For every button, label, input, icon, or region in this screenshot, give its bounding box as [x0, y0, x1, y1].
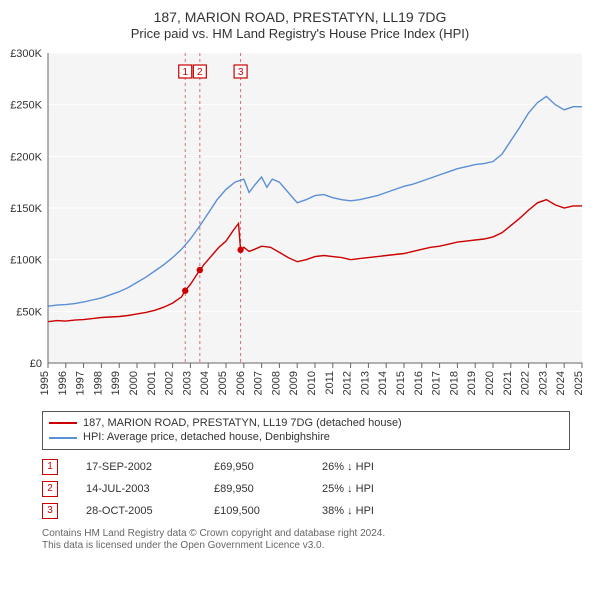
chart-title: 187, MARION ROAD, PRESTATYN, LL19 7DG	[0, 0, 600, 26]
chart-subtitle: Price paid vs. HM Land Registry's House …	[0, 26, 600, 47]
legend-swatch	[49, 437, 77, 439]
svg-text:2: 2	[197, 67, 203, 78]
svg-text:2017: 2017	[431, 371, 443, 395]
chart-area: £0 £50K £100K £150K £200K £250K £300K 1995 1996 1…	[0, 47, 600, 407]
footer-line-2: This data is licensed under the Open Gov…	[42, 540, 570, 553]
transaction-row: 2 14-JUL-2003 £89,950 25% ↓ HPI	[42, 478, 570, 500]
svg-text:2006: 2006	[235, 371, 247, 395]
svg-text:2023: 2023	[537, 371, 549, 395]
svg-text:2012: 2012	[342, 371, 354, 395]
svg-text:2021: 2021	[502, 371, 514, 395]
chart-svg: £0 £50K £100K £150K £200K £250K £300K 1995 1996 1…	[0, 47, 600, 407]
legend-swatch	[49, 422, 77, 424]
legend-label: 187, MARION ROAD, PRESTATYN, LL19 7DG (d…	[83, 416, 402, 430]
legend-row: 187, MARION ROAD, PRESTATYN, LL19 7DG (d…	[49, 416, 563, 430]
svg-text:1: 1	[182, 67, 188, 78]
transaction-marker: 2	[42, 481, 58, 497]
svg-text:2024: 2024	[555, 371, 567, 395]
svg-text:£200K: £200K	[10, 152, 42, 164]
legend-row: HPI: Average price, detached house, Denb…	[49, 430, 563, 444]
svg-text:3: 3	[238, 67, 244, 78]
svg-text:2020: 2020	[484, 371, 496, 395]
svg-text:£100K: £100K	[10, 255, 42, 267]
legend: 187, MARION ROAD, PRESTATYN, LL19 7DG (d…	[42, 411, 570, 450]
svg-text:2018: 2018	[448, 371, 460, 395]
transaction-marker: 3	[42, 503, 58, 519]
svg-text:£250K: £250K	[10, 100, 42, 112]
transaction-date: 14-JUL-2003	[86, 483, 186, 495]
transaction-row: 1 17-SEP-2002 £69,950 26% ↓ HPI	[42, 456, 570, 478]
transaction-price: £109,500	[214, 505, 294, 517]
svg-text:2014: 2014	[377, 371, 389, 395]
svg-text:£150K: £150K	[10, 203, 42, 215]
svg-text:2004: 2004	[199, 371, 211, 395]
svg-text:2003: 2003	[181, 371, 193, 395]
transaction-date: 28-OCT-2005	[86, 505, 186, 517]
transaction-price: £89,950	[214, 483, 294, 495]
legend-label: HPI: Average price, detached house, Denb…	[83, 430, 330, 444]
svg-text:£0: £0	[30, 358, 42, 370]
svg-text:2007: 2007	[253, 371, 265, 395]
svg-text:2001: 2001	[146, 371, 158, 395]
svg-text:2000: 2000	[128, 371, 140, 395]
svg-text:1995: 1995	[39, 371, 51, 395]
svg-text:2019: 2019	[466, 371, 478, 395]
transaction-marker: 1	[42, 459, 58, 475]
footer-attribution: Contains HM Land Registry data © Crown c…	[42, 528, 570, 553]
svg-text:2005: 2005	[217, 371, 229, 395]
svg-text:2009: 2009	[288, 371, 300, 395]
transaction-price: £69,950	[214, 461, 294, 473]
svg-text:2022: 2022	[520, 371, 532, 395]
svg-text:1996: 1996	[57, 371, 69, 395]
svg-text:2010: 2010	[306, 371, 318, 395]
footer-line-1: Contains HM Land Registry data © Crown c…	[42, 528, 570, 541]
transaction-date: 17-SEP-2002	[86, 461, 186, 473]
transaction-diff: 25% ↓ HPI	[322, 483, 402, 495]
transaction-diff: 26% ↓ HPI	[322, 461, 402, 473]
transaction-diff: 38% ↓ HPI	[322, 505, 402, 517]
svg-text:2015: 2015	[395, 371, 407, 395]
svg-text:1997: 1997	[75, 371, 87, 395]
svg-text:2013: 2013	[359, 371, 371, 395]
transaction-row: 3 28-OCT-2005 £109,500 38% ↓ HPI	[42, 500, 570, 522]
svg-text:£300K: £300K	[10, 48, 42, 60]
svg-text:£50K: £50K	[16, 307, 42, 319]
svg-text:2002: 2002	[164, 371, 176, 395]
svg-text:2011: 2011	[324, 371, 336, 395]
svg-text:2025: 2025	[573, 371, 585, 395]
transactions-table: 1 17-SEP-2002 £69,950 26% ↓ HPI 2 14-JUL-2003…	[42, 456, 570, 522]
svg-text:1999: 1999	[110, 371, 122, 395]
svg-text:1998: 1998	[92, 371, 104, 395]
svg-text:2008: 2008	[270, 371, 282, 395]
svg-text:2016: 2016	[413, 371, 425, 395]
